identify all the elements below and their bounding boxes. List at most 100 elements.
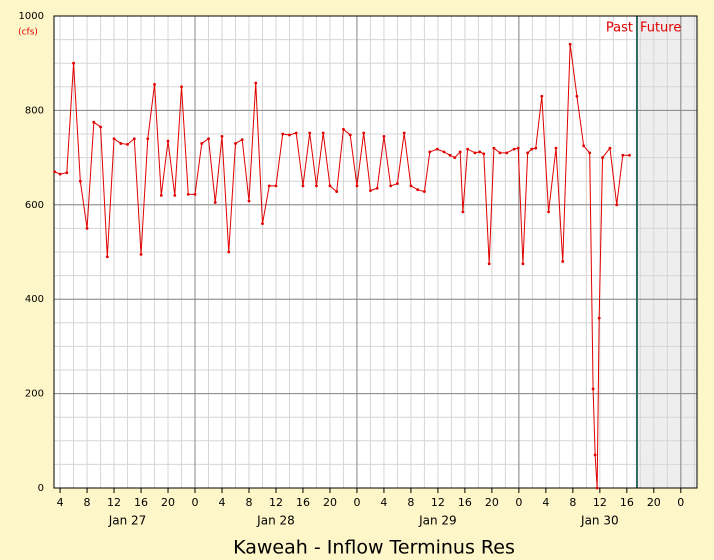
data-point [458, 150, 462, 154]
data-point [608, 146, 612, 150]
data-point [321, 131, 325, 135]
data-point [593, 453, 597, 457]
data-point [597, 316, 601, 320]
data-point [92, 120, 96, 124]
data-point [308, 131, 312, 135]
data-point [473, 151, 477, 155]
data-point [288, 133, 291, 137]
data-point [591, 387, 595, 391]
data-point [240, 138, 244, 142]
data-point [85, 227, 89, 230]
data-point [505, 151, 509, 155]
data-point [526, 151, 530, 155]
data-point [575, 94, 579, 98]
data-point [601, 156, 604, 160]
data-point [335, 190, 339, 193]
day-label: Jan 29 [418, 514, 457, 528]
data-point [568, 42, 572, 46]
x-tick-label: 20 [161, 496, 175, 509]
data-point [492, 146, 496, 150]
data-point [213, 201, 217, 204]
x-tick-label: 4 [57, 496, 64, 509]
y-tick-label: 1000 [19, 11, 44, 22]
data-point [588, 151, 592, 155]
x-tick-label: 8 [245, 496, 252, 509]
data-point [595, 486, 599, 490]
data-point [554, 146, 558, 150]
past-label: Past [606, 21, 633, 36]
data-point [159, 193, 163, 197]
data-point [72, 61, 75, 65]
data-point [99, 125, 102, 129]
data-point [65, 171, 69, 175]
data-point [112, 137, 116, 141]
data-point [200, 142, 204, 145]
x-tick-label: 20 [647, 496, 661, 509]
x-tick-label: 0 [192, 496, 199, 509]
data-point [547, 210, 550, 214]
data-point [328, 184, 332, 188]
x-tick-label: 8 [569, 496, 576, 509]
data-point [487, 262, 491, 266]
data-point [615, 203, 619, 207]
data-point [78, 179, 82, 183]
data-point [301, 184, 305, 188]
data-point [294, 131, 298, 135]
series-line [54, 44, 630, 489]
data-point [482, 152, 486, 156]
data-point [119, 142, 123, 145]
data-point [453, 156, 457, 160]
data-point [220, 134, 224, 138]
future-label: Future [640, 21, 681, 36]
data-point [166, 139, 170, 143]
data-point [193, 193, 197, 196]
data-point [423, 190, 426, 193]
data-point [105, 255, 109, 259]
data-point [382, 134, 386, 138]
x-tick-label: 16 [296, 496, 310, 509]
x-tick-label: 16 [134, 496, 148, 509]
data-point [448, 153, 452, 157]
data-point [534, 146, 538, 150]
data-point [362, 131, 366, 135]
data-point [186, 193, 190, 196]
data-point [342, 127, 345, 131]
y-tick-label: 400 [25, 294, 44, 305]
x-tick-label: 4 [380, 496, 387, 509]
data-point [281, 132, 285, 136]
x-tick-label: 8 [407, 496, 414, 509]
data-point [132, 137, 136, 141]
x-tick-label: 16 [458, 496, 472, 509]
data-point [516, 146, 520, 150]
x-tick-label: 16 [620, 496, 634, 509]
x-tick-label: 20 [323, 496, 337, 509]
x-tick-label: 4 [542, 496, 549, 509]
data-point [561, 260, 565, 263]
data-point [428, 150, 432, 154]
data-point [416, 188, 420, 192]
data-point [227, 250, 231, 254]
data-point [461, 210, 465, 214]
data-point [146, 137, 150, 141]
data-point [621, 153, 625, 157]
y-tick-label: 200 [25, 389, 44, 400]
data-point [355, 184, 359, 188]
data-point [234, 142, 237, 145]
data-point [530, 147, 534, 151]
data-point [375, 186, 379, 190]
data-point [442, 150, 446, 154]
y-tick-label: 600 [25, 200, 44, 211]
y-tick-label: 800 [25, 105, 44, 116]
data-point [435, 147, 439, 151]
data-point [498, 151, 502, 155]
data-point [267, 184, 271, 188]
x-tick-label: 12 [107, 496, 121, 509]
day-label: Jan 28 [256, 514, 295, 528]
data-point [53, 170, 57, 174]
data-point [58, 172, 62, 176]
data-point [540, 94, 544, 98]
data-point [348, 133, 352, 137]
data-point [254, 81, 258, 85]
chart-title: Kaweah - Inflow Terminus Res [233, 537, 515, 559]
